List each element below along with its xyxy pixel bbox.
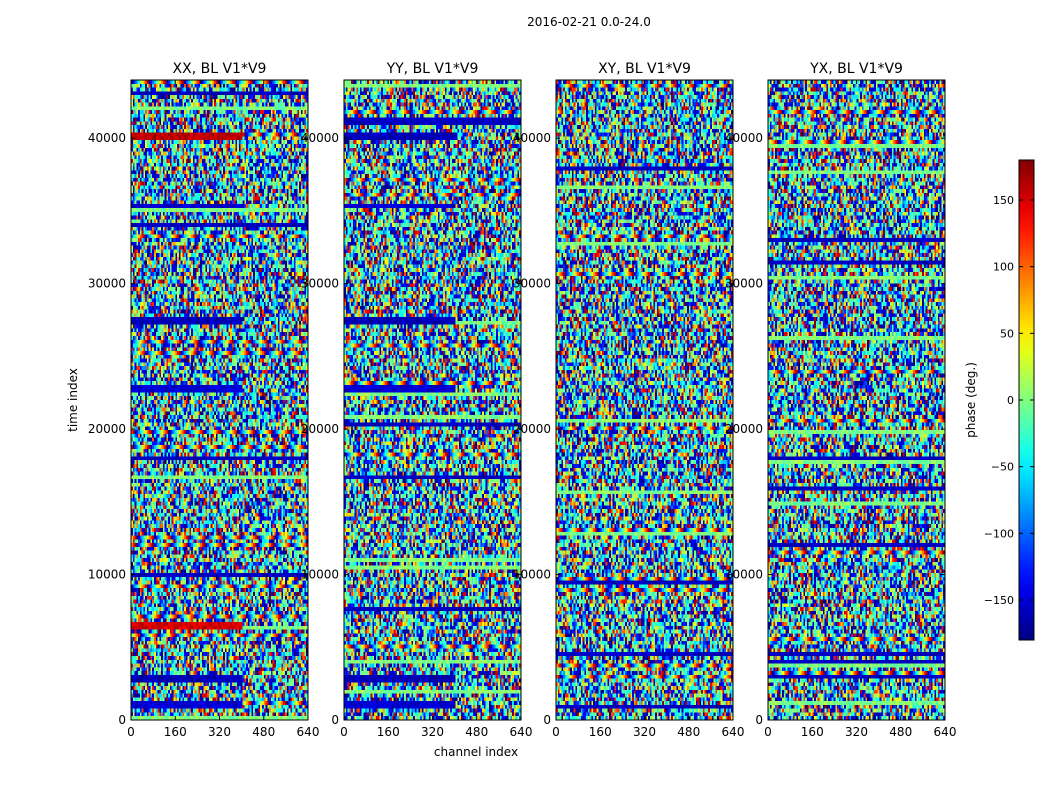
x-tick-label: 160: [801, 725, 824, 739]
x-tick-label: 640: [297, 725, 320, 739]
y-axis-label: time index: [66, 368, 80, 432]
y-tick-label: 0: [543, 713, 551, 727]
y-tick-label: 40000: [88, 131, 126, 145]
x-tick-label: 480: [677, 725, 700, 739]
y-tick-label: 20000: [725, 422, 763, 436]
y-tick-label: 30000: [301, 277, 339, 291]
x-tick-label: 0: [127, 725, 135, 739]
y-tick-label: 30000: [513, 277, 551, 291]
panel-xx: XX, BL V1*V9 0 160 320 480 640 0 10000 20000 3000…: [88, 61, 320, 739]
x-tick-label: 320: [633, 725, 656, 739]
colorbar-tick-label: 50: [1000, 327, 1014, 340]
x-tick-label: 640: [510, 725, 533, 739]
y-tick-label: 10000: [88, 568, 126, 582]
x-tick-label: 320: [845, 725, 868, 739]
colorbar-tick-label: −100: [984, 527, 1014, 540]
x-tick-label: 480: [889, 725, 912, 739]
y-tick-label: 20000: [88, 422, 126, 436]
y-tick-label: 20000: [301, 422, 339, 436]
colorbar-tick-label: 150: [993, 194, 1014, 207]
x-tick-label: 0: [552, 725, 560, 739]
y-tick-label: 40000: [301, 131, 339, 145]
panel-yx: YX, BL V1*V9 0 160 320 480 640 0 10000 20000 3000…: [725, 61, 957, 739]
y-tick-label: 10000: [725, 568, 763, 582]
y-tick-label: 10000: [301, 568, 339, 582]
x-tick-label: 480: [465, 725, 488, 739]
panel-yy: YY, BL V1*V9 0 160 320 480 640 0 10000 20000 3000…: [301, 61, 533, 739]
panel-title: YY, BL V1*V9: [386, 61, 479, 77]
y-tick-label: 30000: [725, 277, 763, 291]
panels: XX, BL V1*V9 0 160 320 480 640 0 10000 20000 3000…: [88, 61, 957, 739]
panel-title: YX, BL V1*V9: [809, 61, 903, 77]
colorbar-label: phase (deg.): [964, 362, 978, 438]
figure-suptitle: 2016-02-21 0.0-24.0: [527, 15, 651, 29]
panel-title: XX, BL V1*V9: [173, 61, 267, 77]
x-tick-label: 320: [208, 725, 231, 739]
colorbar-tick-label: −50: [991, 461, 1014, 474]
x-tick-label: 0: [764, 725, 772, 739]
x-tick-label: 640: [722, 725, 745, 739]
colorbar-tick-label: 100: [993, 261, 1014, 274]
x-axis-label: channel index: [434, 745, 518, 759]
y-tick-label: 30000: [88, 277, 126, 291]
y-tick-label: 10000: [513, 568, 551, 582]
y-tick-label: 20000: [513, 422, 551, 436]
x-tick-label: 160: [377, 725, 400, 739]
phase-image: [556, 80, 733, 720]
x-tick-label: 160: [164, 725, 187, 739]
y-tick-label: 0: [755, 713, 763, 727]
y-tick-label: 0: [331, 713, 339, 727]
colorbar: −150 −100 −50 0 50 100 150 phase (deg.): [964, 159, 1035, 641]
phase-image: [344, 80, 521, 720]
phase-image: [768, 80, 945, 720]
x-tick-label: 640: [934, 725, 957, 739]
x-tick-label: 0: [340, 725, 348, 739]
y-tick-label: 0: [118, 713, 126, 727]
panel-title: XY, BL V1*V9: [598, 61, 691, 77]
panel-xy: XY, BL V1*V9 0 160 320 480 640 0 10000 20000 3000…: [513, 61, 745, 739]
phase-image: [131, 80, 308, 720]
y-tick-label: 40000: [725, 131, 763, 145]
x-tick-label: 320: [421, 725, 444, 739]
colorbar-tick-label: 0: [1007, 394, 1014, 407]
y-tick-label: 40000: [513, 131, 551, 145]
x-tick-label: 480: [252, 725, 275, 739]
x-tick-label: 160: [589, 725, 612, 739]
colorbar-tick-label: −150: [984, 594, 1014, 607]
